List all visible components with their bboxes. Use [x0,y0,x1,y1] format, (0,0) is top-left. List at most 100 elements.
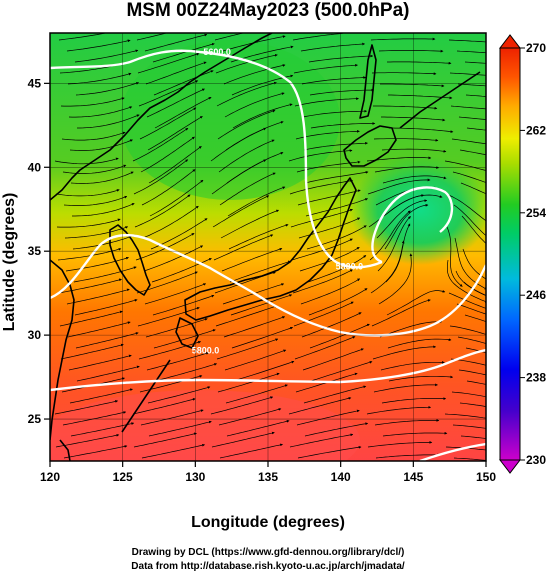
streamline [70,422,135,437]
streamline [230,294,293,316]
streamline [211,159,267,195]
streamline [300,42,366,52]
streamline [304,170,369,184]
streamline [457,83,486,87]
streamline [449,72,486,76]
streamline [72,234,136,250]
streamline [388,375,454,382]
streamline [153,70,214,96]
coast-kyushu [175,317,199,349]
streamline [309,88,375,96]
streamline [60,343,124,360]
streamline [292,33,357,41]
streamline [448,39,486,43]
streamline [218,408,282,426]
colorbar: 230 238 246 254 262 270 [498,34,546,474]
streamline [65,256,129,272]
colorbar-tick-label: 254 [526,206,546,220]
streamline [58,33,109,41]
streamline [382,431,448,437]
contour-labels: 5600.0 5800.0 5800.0 [192,47,363,356]
streamline [210,396,274,415]
streamline [225,384,288,404]
credit-drawing: Drawing by DCL (https://www.gfd-dennou.o… [132,547,405,558]
coast-sakhalin [359,44,377,119]
streamline [228,224,289,250]
streamline [223,316,286,338]
streamline [144,283,207,305]
streamline [136,33,168,41]
grid-lines [50,33,486,461]
streamline [464,314,486,322]
streamline [215,305,278,327]
streamline [378,253,413,305]
cold-trough-region [120,40,340,200]
streamline [62,164,127,174]
streamline [450,105,486,110]
streamline [132,398,196,415]
colorbar-min-arrow [498,459,522,474]
streamline [381,148,447,153]
streamline [291,238,353,261]
streamline [63,195,128,206]
streamline [56,218,121,228]
colorbar-ticks: 230 238 246 254 262 270 [520,41,546,467]
streamline [58,278,122,294]
streamline [68,106,133,118]
x-tick-label: 150 [476,470,496,484]
streamline [141,443,206,459]
streamline [447,259,486,303]
streamline [457,336,486,344]
streamline [145,61,207,85]
streamline [301,312,362,338]
streamline [458,369,486,376]
streamline [134,194,191,228]
streamline [385,223,411,283]
streamline [367,441,433,448]
streamline [154,96,212,129]
streamline [292,269,353,294]
streamline [444,413,486,419]
coast-japan-hokkaido [343,125,397,167]
figure-title: MSM 00Z24May2023 (500.0hPa) [126,0,409,21]
streamline [451,138,486,145]
streamline [466,380,486,385]
streamline [448,292,486,309]
streamline [66,39,131,52]
streamline [54,400,119,415]
streamline [384,203,429,250]
streamline [310,122,376,129]
streamline [73,266,137,283]
streamline [302,109,368,118]
streamline [138,80,199,107]
streamline [68,354,132,371]
streamline [369,210,411,261]
streamline [229,260,291,283]
streamline [217,372,280,393]
streamline [386,289,446,316]
low-pressure-core [350,155,486,265]
x-tick-label: 135 [258,470,278,484]
streamline [295,129,360,140]
streamline [308,288,368,316]
y-axis-ticks: 25 30 35 40 45 [28,76,50,426]
streamline [61,131,126,141]
streamline [454,237,486,290]
streamline [221,247,283,272]
y-tick-label: 45 [28,76,42,90]
streamline [231,326,294,349]
streamline [373,383,438,393]
streamline [372,345,437,360]
streamline [294,336,356,360]
x-tick-label: 145 [403,470,423,484]
streamline [149,179,204,217]
streamline [371,72,437,76]
streamline [452,424,486,429]
streamline [370,37,436,41]
streamline [373,138,439,142]
streamline [75,82,140,96]
coast-ryukyu [121,359,171,433]
streamline [214,33,245,41]
streamline [226,419,290,437]
streamline [232,360,295,382]
